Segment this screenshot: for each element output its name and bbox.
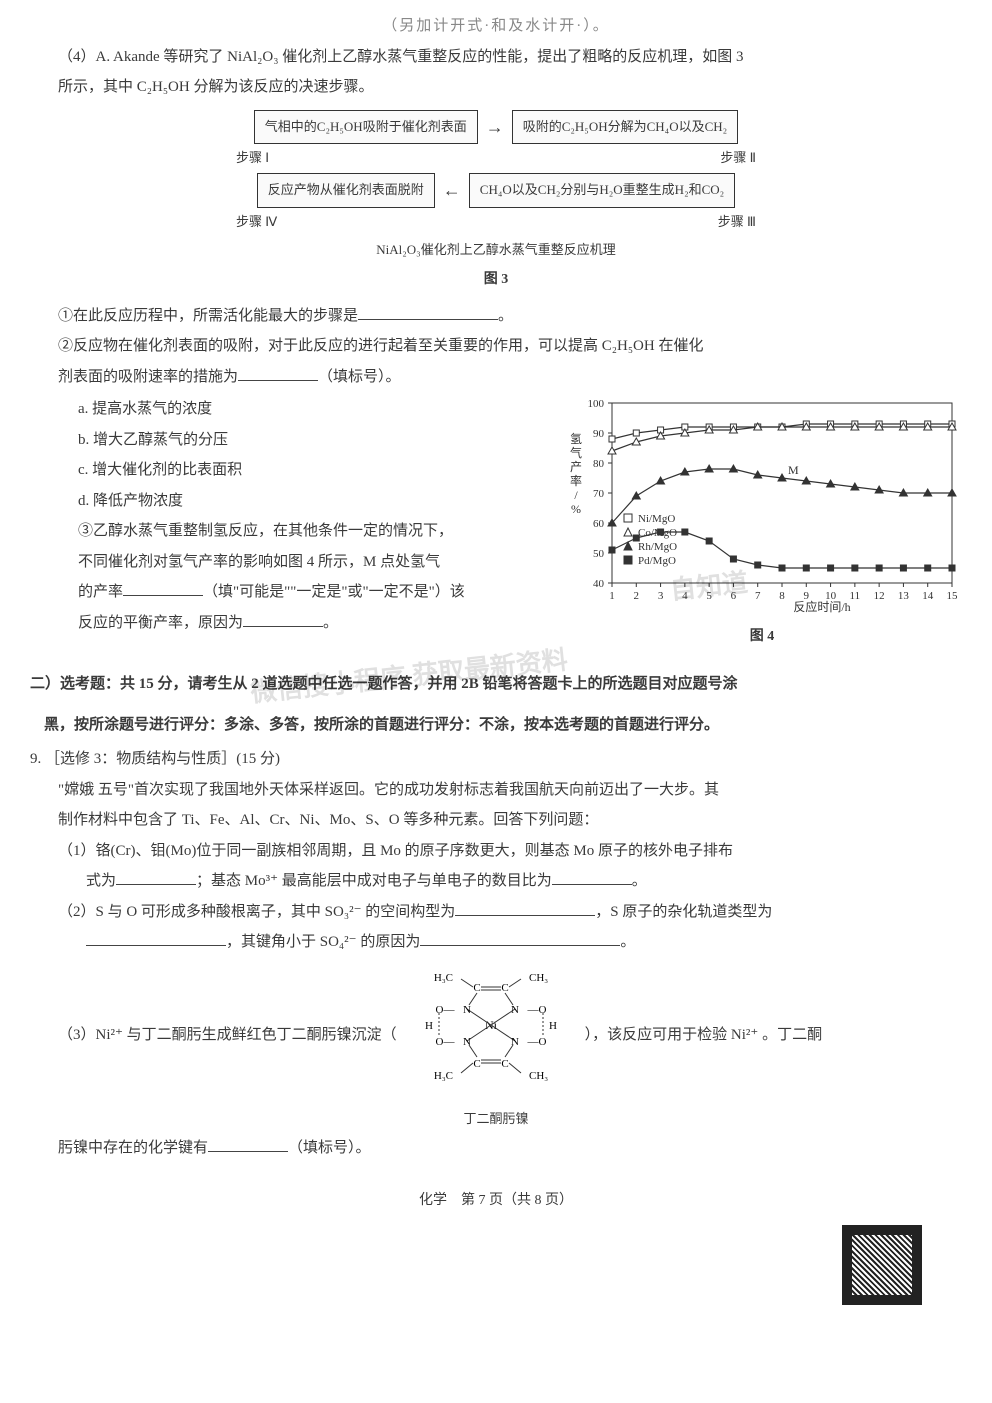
q4-sub3-line1: ③乙醇水蒸气重整制氢反应，在其他条件一定的情况下， <box>78 517 550 546</box>
svg-text:H₃C: H₃C <box>434 1070 453 1082</box>
svg-text:H: H <box>425 1020 433 1032</box>
svg-text:80: 80 <box>593 458 605 470</box>
option-a: a. 提高水蒸气的浓度 <box>78 395 550 424</box>
svg-text:1: 1 <box>609 590 615 602</box>
structure-diagram: NiNNNNO——OO——OHHCCCCH₃CCH₃H₃CCH₃ <box>401 965 581 1106</box>
step-2-label: 步骤 Ⅱ <box>720 146 756 171</box>
q9-sub3-line1: （3）Ni²⁺ 与丁二酮肟生成鲜红色丁二酮肟镍沉淀（ NiNNNNO——OO——… <box>30 959 962 1112</box>
svg-text:Ni/MgO: Ni/MgO <box>638 513 675 525</box>
q4-sub2-line2: 剂表面的吸附速率的措施为（填标号）。 <box>30 363 962 392</box>
svg-text:2: 2 <box>634 590 640 602</box>
arrow-right-icon: → <box>486 118 504 136</box>
svg-text:4: 4 <box>682 590 688 602</box>
q9-head: 9. ［选修 3：物质结构与性质］(15 分) <box>30 745 962 774</box>
svg-text:氢: 氢 <box>570 431 582 446</box>
figure-3-flowchart: 气相中的C₂H₅OH吸附于催化剂表面 → 吸附的C₂H₅OH分解为CH₄O以及C… <box>176 110 816 294</box>
svg-text:/: / <box>574 488 578 502</box>
qr-code-icon <box>842 1225 922 1305</box>
section-2-head-line2: 黑，按所涂题号进行评分：多涂、多答，按所涂的首题进行评分：不涂，按本选考题的首题… <box>30 711 962 740</box>
flow-box-3: 反应产物从催化剂表面脱附 <box>257 173 435 208</box>
svg-text:C: C <box>473 982 480 994</box>
flow-box-2: 吸附的C₂H₅OH分解为CH₄O以及CH₂ <box>512 110 738 145</box>
q4-sub1: ①在此反应历程中，所需活化能最大的步骤是。 <box>30 302 962 331</box>
q4-sub3-line4: 反应的平衡产率，原因为。 <box>78 609 550 638</box>
q9-sub2-line1: （2）S 与 O 可形成多种酸根离子，其中 SO₃²⁻ 的空间构型为，S 原子的… <box>30 898 962 927</box>
svg-text:Rh/MgO: Rh/MgO <box>638 541 677 553</box>
q4-sub3-line2: 不同催化剂对氢气产率的影响如图 4 所示，M 点处氢气 <box>78 548 550 577</box>
q4-intro-line2: 所示，其中 C₂H₅OH 分解为该反应的决速步骤。 <box>30 73 962 102</box>
q9-sub1-line1: （1）铬(Cr)、钼(Mo)位于同一副族相邻周期，且 Mo 的原子序数更大，则基… <box>30 837 962 866</box>
svg-text:Pd/MgO: Pd/MgO <box>638 555 676 567</box>
q9-intro-line1: "嫦娥 五号"首次实现了我国地外天体采样返回。它的成功发射标志着我国航天向前迈出… <box>30 776 962 805</box>
q9-sub2-line2: ，其键角小于 SO₄²⁻ 的原因为。 <box>30 928 962 957</box>
svg-text:%: % <box>571 502 581 516</box>
svg-text:15: 15 <box>947 590 959 602</box>
figure-3-caption: 图 3 <box>176 267 816 294</box>
step-4-label: 步骤 Ⅳ <box>236 210 277 235</box>
arrow-left-icon: ← <box>443 181 461 199</box>
svg-text:产: 产 <box>570 460 582 474</box>
svg-text:12: 12 <box>874 590 885 602</box>
q9-sub3-line2: 肟镍中存在的化学键有（填标号）。 <box>30 1134 962 1163</box>
q4-sub2-line1: ②反应物在催化剂表面的吸附，对于此反应的进行起着至关重要的作用，可以提高 C₂H… <box>30 332 962 361</box>
option-d: d. 降低产物浓度 <box>78 487 550 516</box>
flow-box-4: CH₄O以及CH₂分别与H₂O重整生成H₂和CO₂ <box>469 173 735 208</box>
svg-text:C: C <box>501 1058 508 1070</box>
svg-text:H: H <box>549 1020 557 1032</box>
option-b: b. 增大乙醇蒸气的分压 <box>78 426 550 455</box>
svg-text:90: 90 <box>593 428 605 440</box>
q9-sub1-line2: 式为；基态 Mo³⁺ 最高能层中成对电子与单电子的数目比为。 <box>30 867 962 896</box>
svg-text:70: 70 <box>593 488 605 500</box>
figure-4-chart: 405060708090100123456789101112131415反应时间… <box>562 393 962 650</box>
svg-text:14: 14 <box>922 590 934 602</box>
flow-box-1: 气相中的C₂H₅OH吸附于催化剂表面 <box>254 110 478 145</box>
svg-text:3: 3 <box>658 590 664 602</box>
q9-intro-line2: 制作材料中包含了 Ti、Fe、Al、Cr、Ni、Mo、S、O 等多种元素。回答下… <box>30 806 962 835</box>
svg-text:率: 率 <box>570 473 582 488</box>
section-2-head-line1: 二）选考题：共 15 分，请考生从 2 道选题中任选一题作答，并用 2B 铅笔将… <box>30 670 962 699</box>
svg-text:60: 60 <box>593 518 605 530</box>
svg-text:CH₃: CH₃ <box>529 972 548 984</box>
svg-text:Co/MgO: Co/MgO <box>638 527 677 539</box>
svg-text:40: 40 <box>593 578 605 590</box>
structure-label: 丁二酮肟镍 <box>30 1107 962 1132</box>
option-c: c. 增大催化剂的比表面积 <box>78 456 550 485</box>
svg-text:O—: O— <box>435 1036 455 1048</box>
svg-text:C: C <box>473 1058 480 1070</box>
svg-text:8: 8 <box>779 590 785 602</box>
step-3-label: 步骤 Ⅲ <box>718 210 756 235</box>
truncated-header: （另加计开式·和及水计开·）。 <box>30 12 962 41</box>
svg-text:C: C <box>501 982 508 994</box>
q4-intro-line1: （4）A. Akande 等研究了 NiAl₂O₃ 催化剂上乙醇水蒸气重整反应的… <box>58 43 962 72</box>
svg-text:气: 气 <box>570 445 582 460</box>
svg-text:13: 13 <box>898 590 910 602</box>
svg-text:H₃C: H₃C <box>434 972 453 984</box>
svg-text:CH₃: CH₃ <box>529 1070 548 1082</box>
svg-text:—O: —O <box>526 1004 546 1016</box>
q4-sub3-line3: 的产率（填"可能是""一定是"或"一定不是"）该 <box>78 578 550 607</box>
svg-text:50: 50 <box>593 548 605 560</box>
svg-text:反应时间/h: 反应时间/h <box>793 599 850 613</box>
figure-4-caption: 图 4 <box>562 624 962 651</box>
svg-text:—O: —O <box>526 1036 546 1048</box>
svg-text:N: N <box>463 1004 471 1016</box>
page-footer: 化学 第 7 页（共 8 页） <box>30 1188 962 1215</box>
figure-3-subcaption: NiAl₂O₃催化剂上乙醇水蒸气重整反应机理 <box>176 238 816 263</box>
svg-text:N: N <box>511 1004 519 1016</box>
svg-text:7: 7 <box>755 590 761 602</box>
svg-text:5: 5 <box>706 590 712 602</box>
svg-text:6: 6 <box>731 590 737 602</box>
svg-text:100: 100 <box>588 398 605 410</box>
svg-text:11: 11 <box>850 590 861 602</box>
step-1-label: 步骤 Ⅰ <box>236 146 269 171</box>
svg-text:M: M <box>788 463 799 477</box>
